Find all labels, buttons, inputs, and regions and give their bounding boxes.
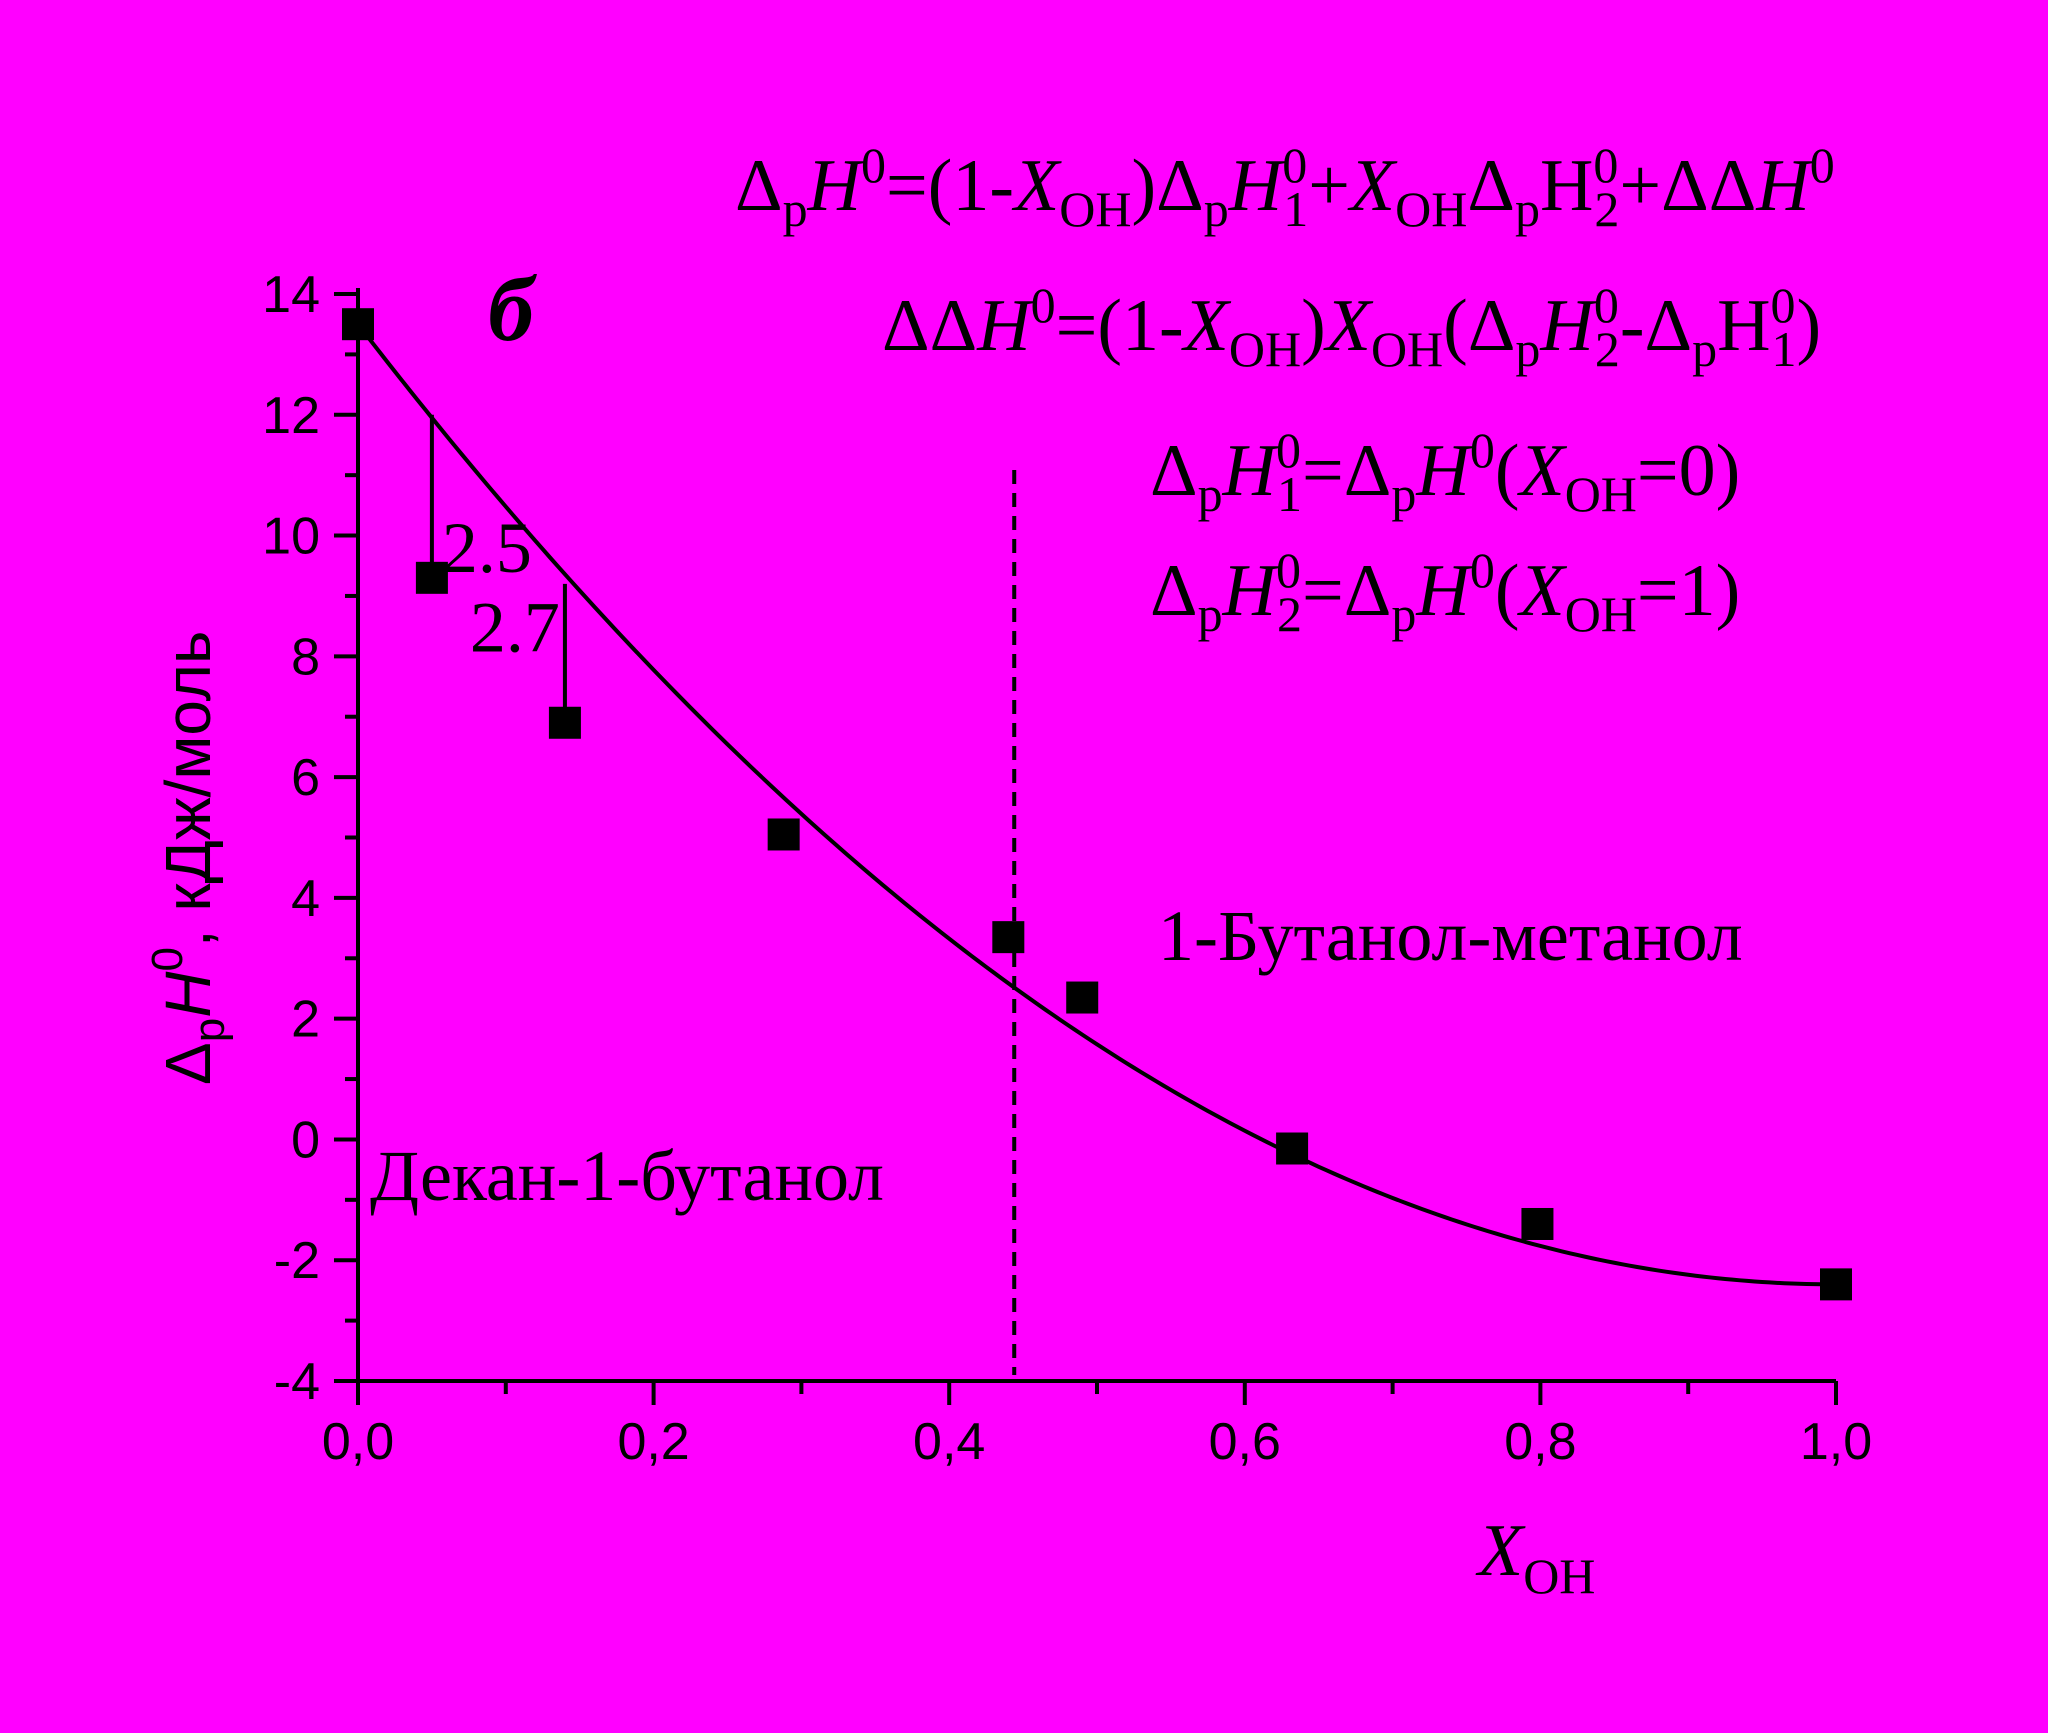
x-tick-label: 0,8 [1504, 1413, 1576, 1471]
annotation-label: 2.7 [470, 587, 560, 667]
x-axis-label: XOH [1475, 1510, 1595, 1604]
y-tick-label: -2 [274, 1232, 320, 1290]
data-point [415, 561, 448, 594]
data-point [548, 706, 581, 739]
x-tick-label: 0,2 [617, 1413, 689, 1471]
fit-curve-layer [356, 322, 1837, 1287]
equation-4: ΔpH0 2=ΔpH0(XOH=1) [1150, 542, 1740, 642]
equation-2: ΔΔH0=(1-XOH)XOH(ΔpH0 2-ΔpH0 1) [882, 277, 1821, 377]
y-label-sub: p [185, 1018, 234, 1042]
y-tick-label: 14 [262, 266, 320, 324]
panel-label: б [488, 258, 537, 360]
data-point [767, 818, 800, 851]
points-layer [342, 308, 1852, 1301]
data-point [1521, 1207, 1554, 1240]
y-label-delta: Δ [152, 1042, 224, 1085]
y-tick-label: -4 [274, 1353, 320, 1411]
data-point [992, 921, 1025, 954]
y-tick-label: 12 [262, 387, 320, 445]
y-axis-label: ΔpH0, кДж/моль [143, 631, 234, 1085]
annotations-layer: 2.52.7 [429, 414, 567, 723]
y-tick-label: 2 [291, 991, 320, 1049]
y-tick-label: 6 [291, 749, 320, 807]
y-tick-label: 8 [291, 628, 320, 686]
x-tick-label: 0,0 [322, 1413, 394, 1471]
y-tick-label: 10 [262, 508, 320, 566]
region-label-decane-butanol: Декан-1-бутанол [370, 1136, 884, 1216]
equations: ΔpH0=(1-XOH)ΔpH0 1+XOHΔpH0 2+ΔΔH0 ΔΔH0=(1-… [735, 137, 1835, 642]
data-point [1820, 1268, 1852, 1301]
y-label-units: , кДж/моль [152, 631, 224, 947]
y-tick-label: 0 [291, 1111, 320, 1169]
y-label-sup: 0 [143, 947, 192, 971]
region-label-butanol-methanol: 1-Бутанол-метанол [1158, 896, 1743, 976]
x-label-sub: OH [1523, 1548, 1595, 1604]
data-point [1066, 981, 1099, 1014]
data-point [1276, 1132, 1309, 1165]
fit-curve [356, 322, 1837, 1287]
svg-text:ΔpH0, кДж/моль: ΔpH0, кДж/моль [143, 631, 234, 1085]
x-tick-label: 1,0 [1800, 1413, 1872, 1471]
axes: -4 -2 0 2 4 6 8 10 12 14 0,0 0,2 0,4 0,6 0,8 1,0 [262, 266, 1872, 1471]
x-tick-label: 0,6 [1209, 1413, 1281, 1471]
data-point [342, 308, 374, 341]
annotation-label: 2.5 [442, 508, 532, 588]
x-label-main: X [1475, 1510, 1526, 1592]
equation-3: ΔpH0 1=ΔpH0(XOH=0) [1150, 422, 1740, 522]
y-tick-label: 4 [291, 870, 320, 928]
equation-1: ΔpH0=(1-XOH)ΔpH0 1+XOHΔpH0 2+ΔΔH0 [735, 137, 1835, 237]
x-tick-label: 0,4 [913, 1413, 985, 1471]
y-label-var: H [152, 971, 224, 1018]
